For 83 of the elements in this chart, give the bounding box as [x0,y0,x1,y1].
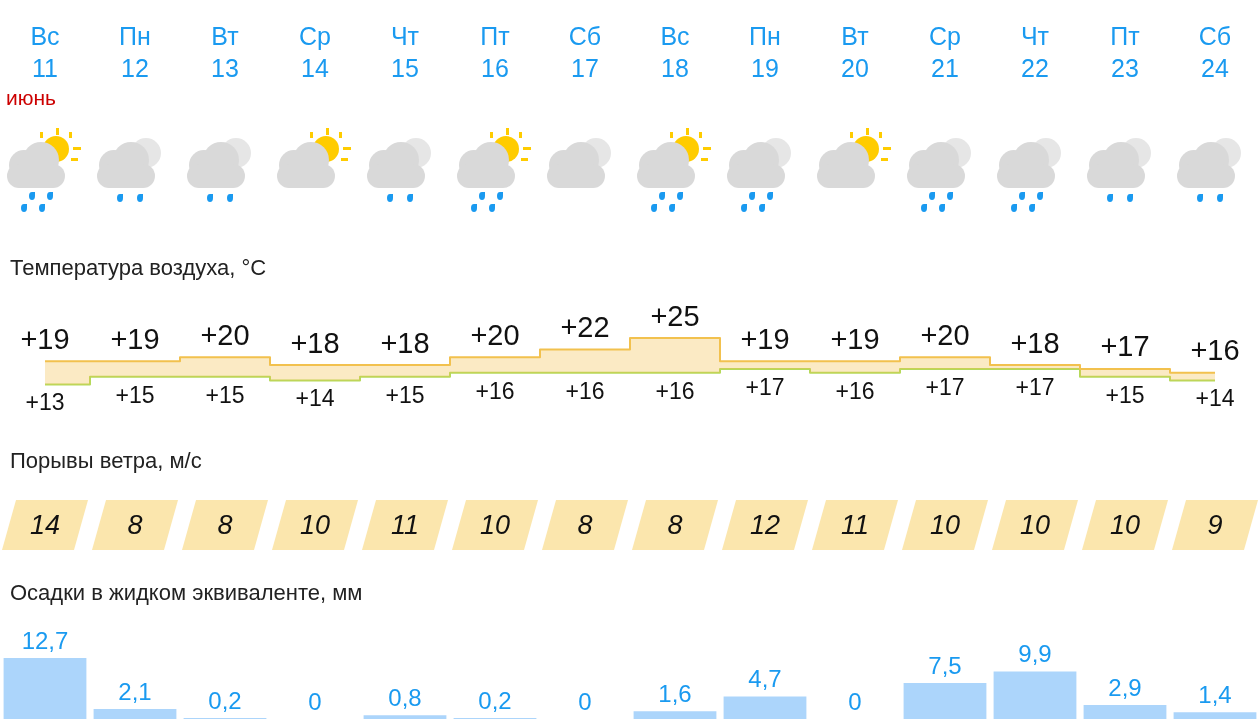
data-label: 10 [1109,509,1141,540]
x-tick-label: Пн 19 [748,21,782,84]
data-label: +15 [1105,381,1145,408]
data-label: 0 [578,687,592,715]
data-label: +16 [565,377,605,404]
data-label: 2,9 [1108,673,1142,701]
data-label: +19 [110,322,160,355]
x-tick-label: Ср 21 [928,21,962,84]
data-label: +18 [290,326,340,359]
data-label: 11 [840,509,870,540]
x-tick-label: Ср 14 [298,21,332,84]
x-tick-label: Пт 23 [1109,21,1141,84]
data-label: +19 [830,322,880,355]
x-tick-label: Вс 18 [659,21,691,84]
bar [1173,712,1257,719]
bar [993,671,1077,719]
data-label: +15 [385,381,425,408]
data-label: 10 [929,509,961,540]
x-tick-label: Вт 20 [840,21,870,84]
x-tick-label: Сб 24 [1197,21,1233,84]
bar [3,658,87,719]
data-label: +16 [475,377,515,404]
chart-title: Температура воздуха, °C [10,255,267,281]
x-tick-label: Вт 13 [210,21,240,84]
x-tick-label: Пт 16 [479,21,511,84]
bar [363,715,447,719]
data-label: +20 [470,318,520,351]
data-label: 0,2 [208,686,242,714]
data-label: +17 [1100,330,1150,363]
x-tick-label: Вс 11 [29,21,61,84]
data-label: 9,9 [1018,640,1052,668]
bar [93,708,177,719]
data-label: 8 [667,509,683,540]
data-label: 10 [299,509,331,540]
data-label: 0,2 [478,686,512,714]
data-label: +18 [380,326,430,359]
bar [723,696,807,719]
data-label: +20 [200,318,250,351]
data-label: 1,6 [658,679,692,707]
x-tick-label: Чт 15 [389,21,421,84]
bar [1083,705,1167,719]
x-tick-label: Чт 22 [1019,21,1051,84]
data-label: 10 [1019,509,1051,540]
x-tick-label: Сб 17 [567,21,603,84]
data-label: +22 [560,311,610,344]
data-label: +13 [25,389,65,416]
x-tick-label: Пн 12 [118,21,152,84]
data-label: 14 [29,509,61,540]
data-label: +19 [740,322,790,355]
data-label: +18 [1010,326,1060,359]
text: июнь [6,86,57,110]
data-label: +17 [925,373,965,400]
data-label: 7,5 [928,651,962,679]
bar [633,711,717,719]
data-label: 0 [308,687,322,715]
data-label: 8 [127,509,143,540]
data-label: +16 [1190,334,1240,367]
data-label: 8 [577,509,593,540]
data-label: 11 [390,509,420,540]
text: Порывы ветра, м/с [10,448,202,474]
data-label: 2,1 [118,677,152,705]
data-label: +17 [745,373,785,400]
data-label: +16 [655,377,695,404]
data-label: 8 [217,509,233,540]
bar [903,683,987,719]
data-label: 10 [479,509,511,540]
data-label: +20 [920,318,970,351]
data-label: +19 [20,322,70,355]
data-label: 12 [749,509,781,540]
data-label: 4,7 [748,665,782,693]
data-label: +14 [295,385,335,412]
data-label: +15 [115,381,155,408]
data-label: +25 [650,299,700,332]
data-label: 0,8 [388,683,422,711]
chart-title: Осадки в жидком эквиваленте, мм [10,580,363,606]
data-label: +14 [1195,385,1235,412]
data-label: 12,7 [21,626,69,654]
data-label: +16 [835,377,875,404]
data-label: 0 [848,687,862,715]
data-label: 9 [1207,509,1223,540]
data-label: +15 [205,381,245,408]
data-label: 1,4 [1198,680,1232,708]
data-label: +17 [1015,373,1055,400]
